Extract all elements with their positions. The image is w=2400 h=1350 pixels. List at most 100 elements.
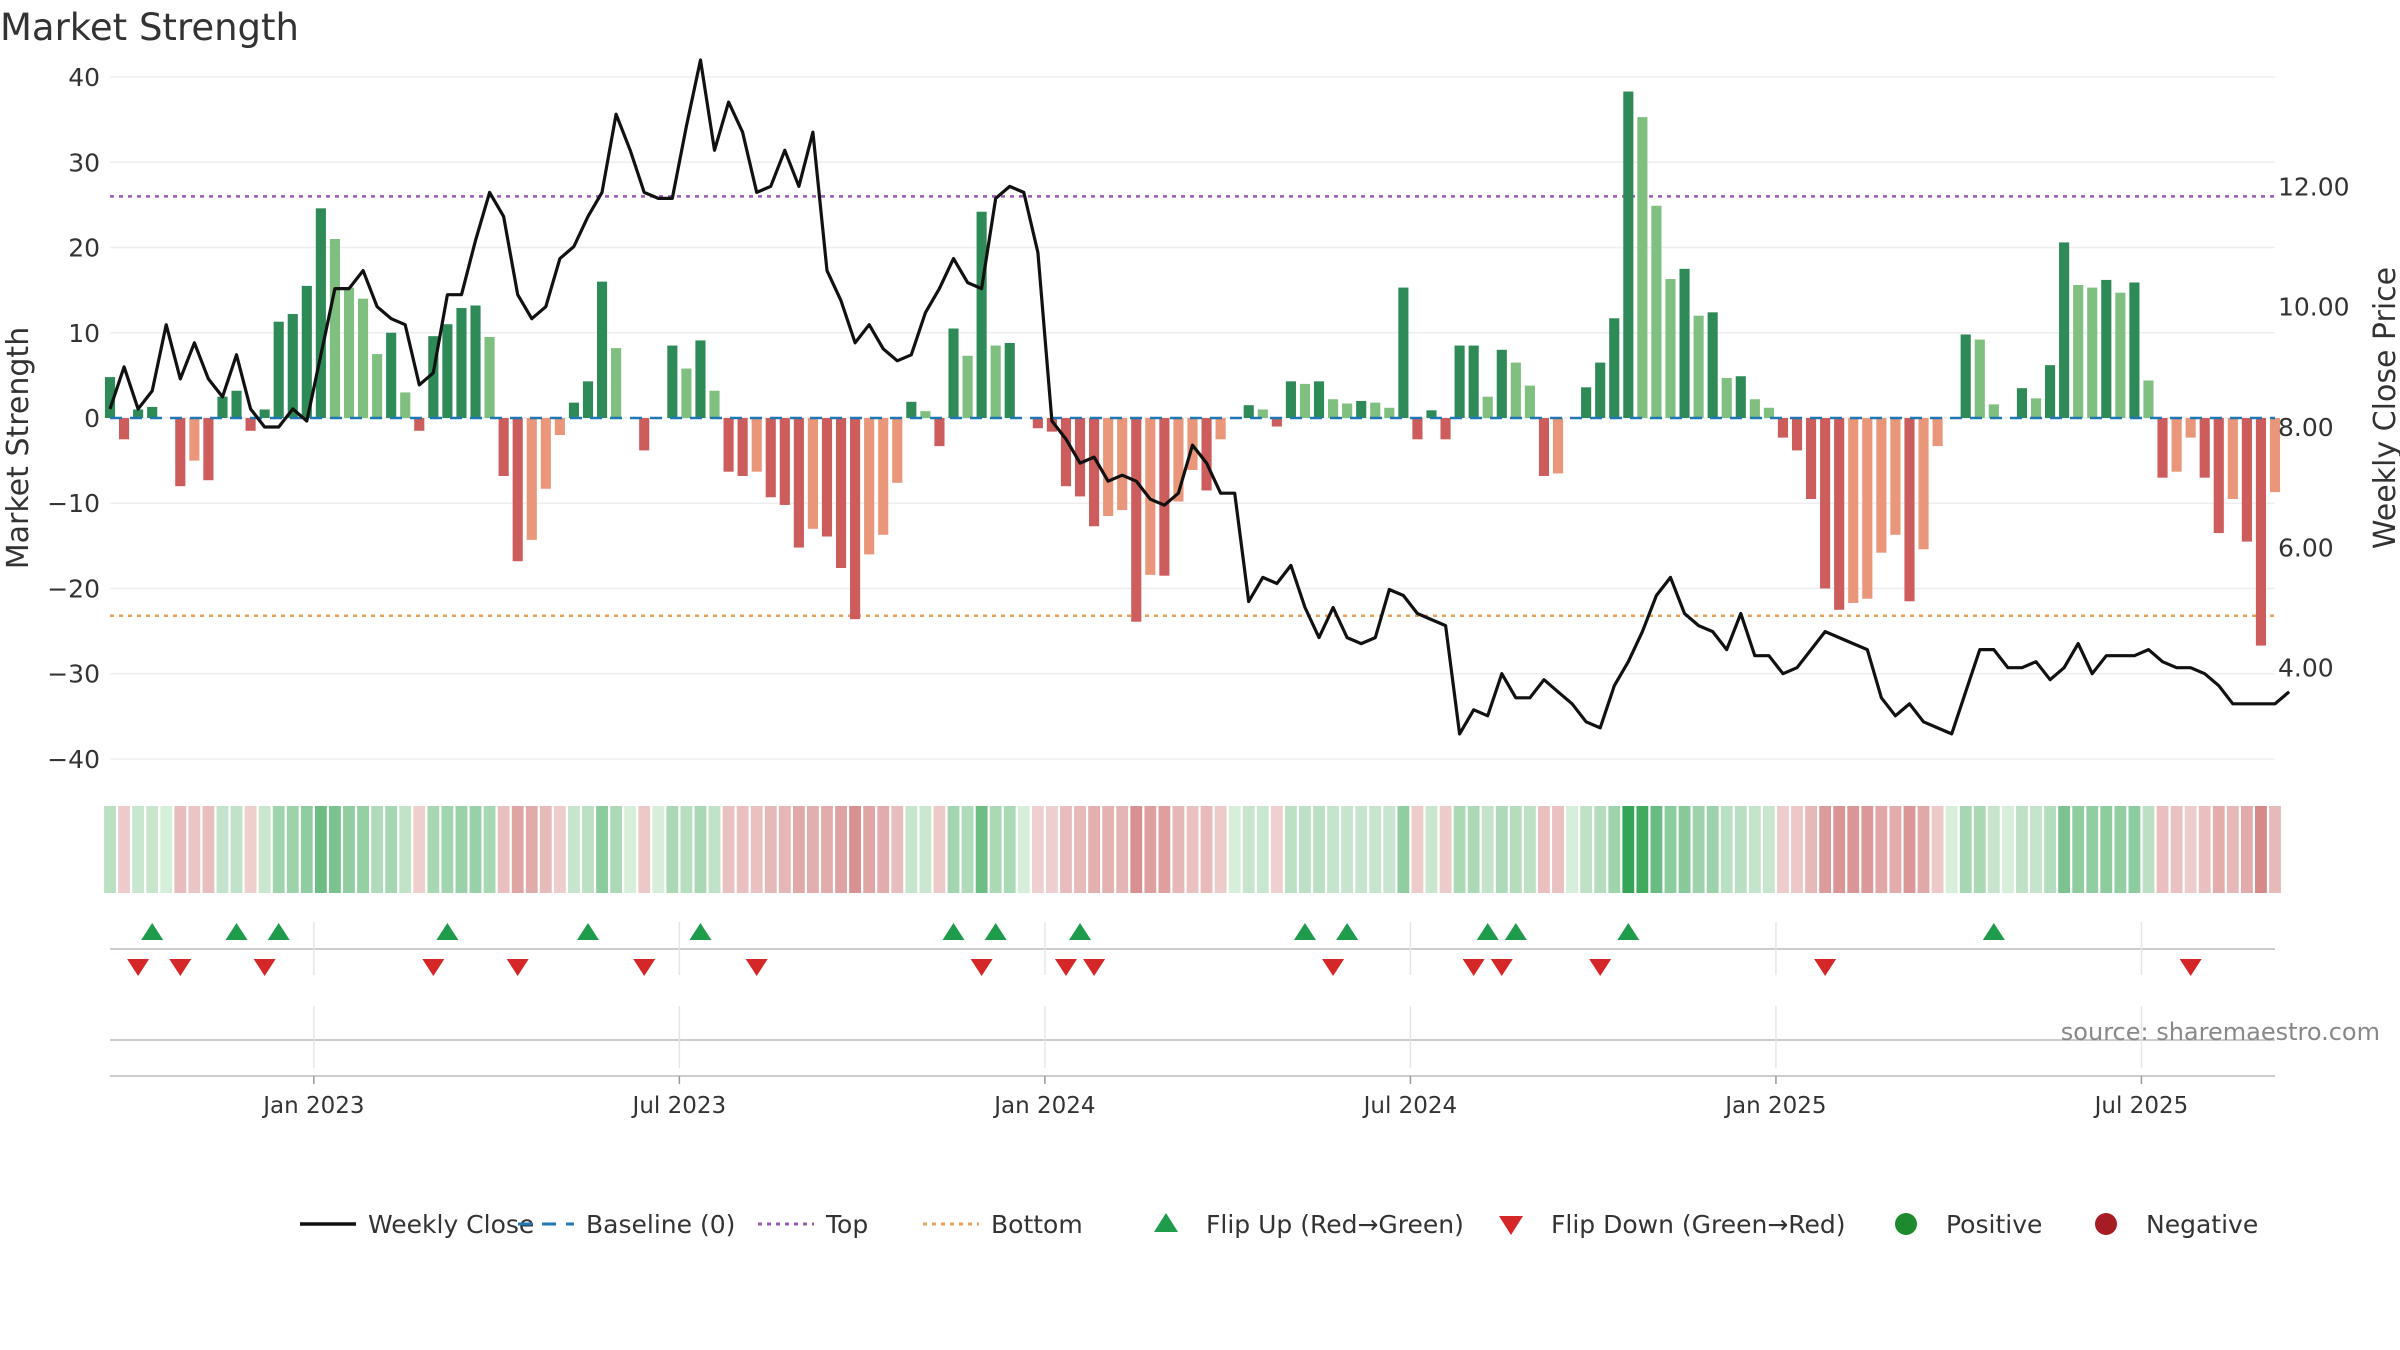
flip-up-marker: [942, 923, 965, 940]
strength-bar: [793, 418, 804, 548]
strength-bar: [287, 314, 298, 418]
heat-strip-cell: [807, 806, 819, 893]
y-left-tick-label: −30: [47, 660, 100, 689]
heat-strip-cell: [469, 806, 482, 893]
strength-bar: [1159, 418, 1170, 576]
heat-strip-cell: [483, 806, 496, 893]
strength-bar: [1482, 396, 1493, 418]
legend-swatch: [1154, 1213, 1178, 1232]
strength-bar: [1806, 418, 1817, 499]
strength-bar: [1299, 383, 1311, 418]
strength-bar: [456, 308, 467, 418]
strength-bar: [2241, 418, 2252, 542]
legend-item: Weekly Close: [300, 1210, 534, 1239]
strength-bar: [1735, 376, 1746, 418]
flip-down-marker: [506, 959, 529, 976]
heat-strip-cell: [1467, 806, 1480, 893]
flip-up-marker: [576, 923, 599, 940]
heat-strip-cell: [1116, 806, 1129, 893]
y-right-tick-label: 12.00: [2278, 172, 2350, 201]
heat-strip-cell: [1369, 806, 1382, 893]
legend-label: Flip Up (Red→Green): [1206, 1210, 1464, 1239]
strength-bar: [1131, 418, 1142, 622]
heat-strip-cell: [849, 806, 862, 893]
strength-bar: [1257, 409, 1268, 418]
heat-strip-cell: [1285, 806, 1297, 893]
heat-strip-cell: [413, 806, 426, 893]
heat-strip-cell: [666, 806, 679, 893]
strength-bar: [470, 305, 481, 418]
strength-bar: [2115, 292, 2126, 418]
strength-bar: [779, 418, 790, 505]
y-right-tick-label: 6.00: [2278, 533, 2334, 562]
strength-bar: [1426, 410, 1437, 418]
strength-bar: [582, 381, 594, 418]
strength-bar: [639, 418, 650, 451]
strength-bar: [442, 324, 453, 418]
strength-bar: [709, 390, 720, 418]
strength-bar: [681, 368, 692, 418]
heat-strip-cell: [2072, 806, 2085, 893]
strength-bar: [540, 418, 551, 489]
flip-down-marker: [970, 959, 993, 976]
strength-bar: [1468, 345, 1479, 418]
y-left-tick-label: −10: [47, 489, 100, 518]
strength-bar: [765, 418, 776, 498]
legend-item: Negative: [2095, 1210, 2258, 1239]
heat-strip-cell: [722, 806, 735, 893]
flip-up-marker: [1293, 923, 1316, 940]
heat-strip-cell: [891, 806, 904, 893]
strength-bar: [329, 239, 340, 418]
strength-bar: [147, 406, 158, 418]
heat-strip-cell: [216, 806, 229, 893]
strength-bar: [1032, 418, 1043, 429]
heat-strip-cell: [371, 806, 384, 893]
strength-bar: [611, 348, 622, 418]
heat-strip-cell: [2058, 806, 2071, 893]
strength-bar: [526, 418, 537, 540]
heat-strip-cell: [1200, 806, 1213, 893]
heat-strip-cell: [680, 806, 693, 893]
strength-bar: [1904, 418, 1915, 602]
strength-bar: [1960, 334, 1971, 418]
strength-bar: [2255, 418, 2267, 646]
heat-strip-cell: [596, 806, 608, 893]
strength-bar: [1665, 279, 1676, 418]
strength-bar: [1974, 339, 1985, 418]
strength-bar: [723, 418, 734, 472]
heat-strip-cell: [1734, 806, 1747, 893]
strength-bar: [1552, 418, 1564, 474]
strength-bar: [1595, 362, 1606, 418]
heat-strip-cell: [1847, 806, 1860, 893]
chart-title: Market Strength: [0, 6, 299, 49]
flip-down-marker: [633, 959, 656, 976]
heat-strip-cell: [1341, 806, 1354, 893]
flip-up-marker: [1982, 923, 2005, 940]
strength-bar: [2101, 279, 2112, 418]
strength-bar: [357, 298, 369, 418]
flip-up-marker: [1069, 923, 1092, 940]
strength-bar: [2016, 388, 2028, 418]
strength-bar: [1820, 418, 1831, 589]
flip-down-marker: [1322, 959, 1345, 976]
heat-strip-cell: [624, 806, 637, 893]
heat-strip-cell: [314, 806, 327, 893]
strength-bar: [1004, 342, 1015, 418]
heat-strip-cell: [1158, 806, 1171, 893]
strength-bar: [1679, 268, 1690, 418]
strength-bar: [133, 409, 144, 418]
x-tick-label: Jan 2023: [261, 1093, 364, 1119]
heat-strip-cell: [1214, 806, 1227, 893]
heat-strip-cell: [736, 806, 749, 893]
heat-strip-cell: [778, 806, 791, 893]
heat-strip-cell: [1819, 806, 1832, 893]
heat-strip-cell: [1833, 806, 1846, 893]
strength-bar: [1651, 205, 1662, 418]
strength-bar: [1412, 418, 1423, 440]
strength-bar: [751, 418, 762, 472]
strength-bar: [118, 418, 130, 440]
strength-bar: [1890, 418, 1901, 535]
heat-strip-cell: [525, 806, 538, 893]
heat-strip-cell: [2184, 806, 2197, 893]
strength-bar: [1496, 349, 1507, 418]
